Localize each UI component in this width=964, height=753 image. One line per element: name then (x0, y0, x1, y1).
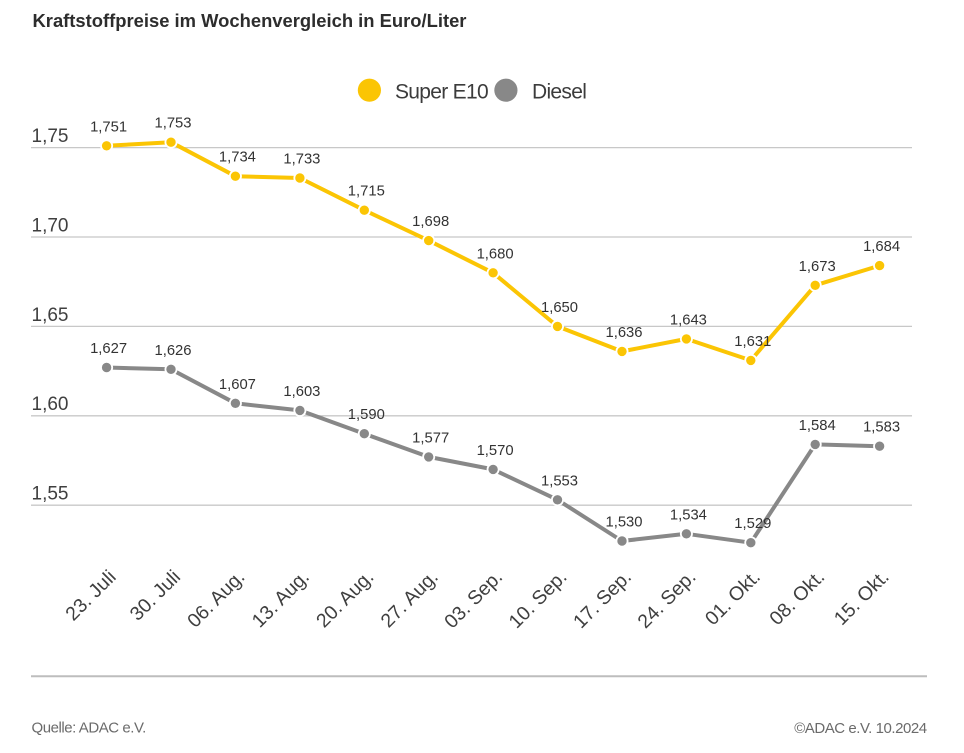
svg-text:1,631: 1,631 (734, 334, 771, 350)
svg-text:1,534: 1,534 (670, 507, 707, 523)
svg-text:1,590: 1,590 (348, 407, 385, 423)
svg-text:1,753: 1,753 (154, 116, 191, 132)
svg-text:1,626: 1,626 (154, 343, 191, 359)
svg-text:1,650: 1,650 (541, 300, 578, 316)
svg-text:1,643: 1,643 (670, 312, 707, 328)
svg-text:1,530: 1,530 (605, 515, 642, 531)
svg-text:Super E10: Super E10 (395, 80, 488, 103)
svg-text:1,715: 1,715 (348, 184, 385, 200)
svg-text:1,607: 1,607 (219, 377, 256, 393)
svg-text:1,636: 1,636 (605, 325, 642, 341)
svg-text:1,733: 1,733 (283, 152, 320, 168)
svg-text:1,577: 1,577 (412, 430, 449, 446)
svg-text:Kraftstoffpreise im Wochenverg: Kraftstoffpreise im Wochenvergleich in E… (33, 10, 467, 31)
svg-text:1,75: 1,75 (32, 126, 69, 147)
svg-text:1,70: 1,70 (32, 215, 69, 236)
svg-text:1,751: 1,751 (90, 119, 127, 135)
svg-text:©ADAC e.V. 10.2024: ©ADAC e.V. 10.2024 (794, 720, 927, 737)
svg-text:1,627: 1,627 (90, 341, 127, 357)
svg-text:1,584: 1,584 (799, 418, 836, 434)
svg-text:1,673: 1,673 (799, 259, 836, 275)
svg-text:1,570: 1,570 (477, 443, 514, 459)
svg-text:1,65: 1,65 (32, 305, 69, 326)
svg-text:Diesel: Diesel (532, 80, 586, 103)
svg-text:1,60: 1,60 (32, 394, 69, 415)
svg-text:1,684: 1,684 (863, 239, 900, 255)
svg-text:1,553: 1,553 (541, 473, 578, 489)
svg-text:1,680: 1,680 (477, 246, 514, 262)
svg-text:1,583: 1,583 (863, 420, 900, 436)
svg-text:1,529: 1,529 (734, 516, 771, 532)
svg-text:1,734: 1,734 (219, 150, 256, 166)
svg-text:1,55: 1,55 (32, 484, 69, 505)
svg-text:1,603: 1,603 (283, 384, 320, 400)
svg-text:Quelle: ADAC e.V.: Quelle: ADAC e.V. (32, 720, 146, 737)
svg-text:1,698: 1,698 (412, 214, 449, 230)
